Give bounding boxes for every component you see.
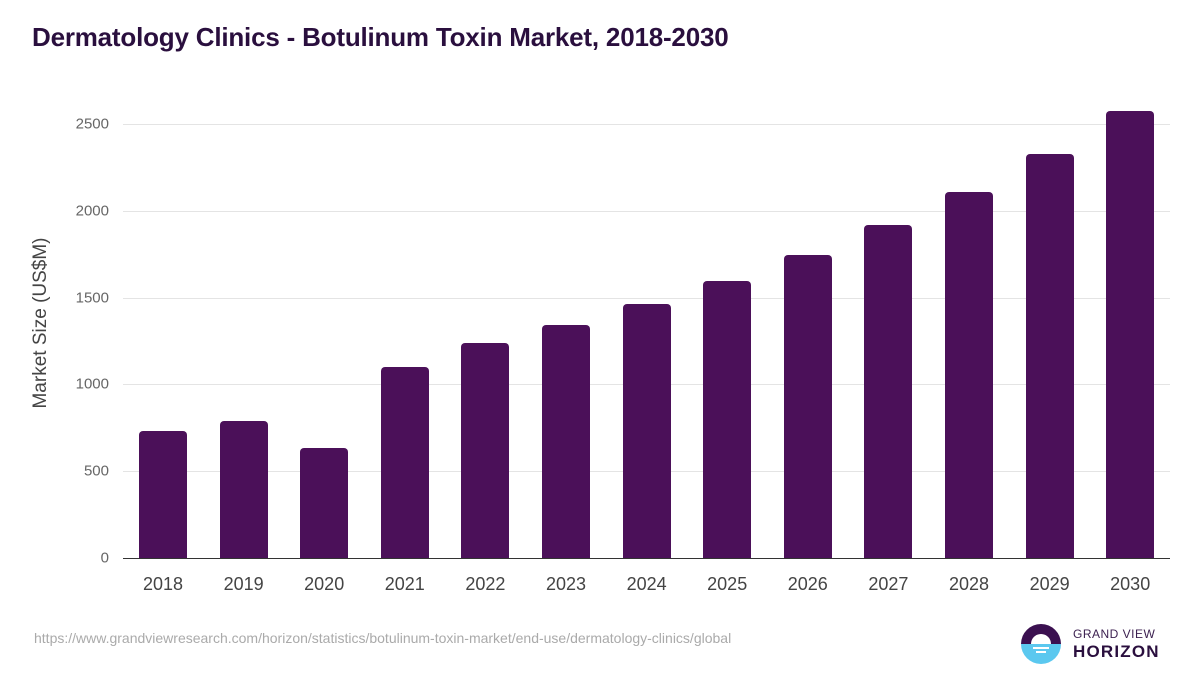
gridline <box>123 210 1170 212</box>
logo-line2: HORIZON <box>1073 642 1160 661</box>
horizon-sunset-icon <box>1021 624 1061 664</box>
y-axis-label: Market Size (US$M) <box>30 237 51 409</box>
bar-2022[interactable] <box>461 342 510 558</box>
bar-2024[interactable] <box>622 304 671 558</box>
x-tick-label: 2030 <box>1110 574 1151 594</box>
plot-area <box>123 110 1170 559</box>
x-tick-label: 2021 <box>384 574 425 594</box>
gridline <box>123 124 1170 125</box>
x-tick-label: 2018 <box>142 574 184 594</box>
chart-title: Dermatology Clinics - Botulinum Toxin Ma… <box>32 22 729 52</box>
bar-2018[interactable] <box>139 430 187 558</box>
y-tick-label: 2500 <box>75 115 109 133</box>
logo-line1: GRAND VIEW <box>1073 627 1156 641</box>
brand-logo: GRAND VIEW HORIZON <box>1020 623 1160 665</box>
y-tick-label: 2000 <box>75 202 109 220</box>
y-tick-label: 1500 <box>75 289 109 307</box>
bar-2023[interactable] <box>542 325 590 558</box>
bar-2028[interactable] <box>945 192 993 558</box>
x-tick-label: 2025 <box>707 574 748 594</box>
gridline <box>123 297 1170 299</box>
x-axis-line <box>123 557 1170 559</box>
source-url: https://www.grandviewresearch.com/horizo… <box>34 630 732 646</box>
bar-2020[interactable] <box>300 447 349 558</box>
bar-2030[interactable] <box>1106 110 1155 558</box>
x-tick-label: 2028 <box>948 574 990 594</box>
x-tick-label: 2022 <box>465 574 506 594</box>
bar-2027[interactable] <box>864 225 913 558</box>
x-tick-label: 2023 <box>545 574 587 594</box>
x-tick-label: 2020 <box>304 574 345 594</box>
y-tick-label: 500 <box>83 462 109 480</box>
y-tick-label: 1000 <box>75 375 109 393</box>
x-tick-label: 2029 <box>1029 574 1070 594</box>
y-tick-label: 0 <box>100 549 109 567</box>
bar-2026[interactable] <box>783 255 832 558</box>
x-tick-label: 2026 <box>787 574 828 594</box>
x-tick-label: 2024 <box>626 574 667 594</box>
x-tick-label: 2019 <box>223 574 264 594</box>
bar-2019[interactable] <box>219 421 268 558</box>
bar-2021[interactable] <box>380 367 429 558</box>
bar-2025[interactable] <box>703 280 752 558</box>
bar-2029[interactable] <box>1025 154 1074 558</box>
x-tick-label: 2027 <box>868 574 909 594</box>
